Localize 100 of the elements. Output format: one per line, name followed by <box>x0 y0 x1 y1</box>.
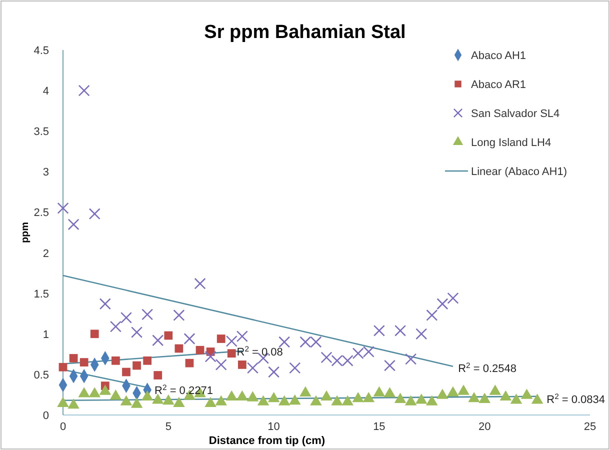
point <box>162 394 174 405</box>
point <box>373 324 385 336</box>
point <box>300 386 312 396</box>
point <box>236 330 248 342</box>
legend-label: Abaco AR1 <box>471 79 526 91</box>
y-tick-label: 0 <box>42 410 49 422</box>
x-axis-title: Distance from tip (cm) <box>208 435 326 447</box>
point <box>310 395 322 406</box>
point <box>110 320 122 332</box>
point <box>478 392 490 403</box>
y-tick-label: 1 <box>42 328 49 341</box>
point <box>226 335 238 347</box>
point <box>278 336 290 348</box>
point <box>362 392 375 402</box>
point <box>394 324 406 336</box>
point <box>215 395 227 406</box>
y-tick-label: 0.5 <box>34 369 49 382</box>
x-tick-label: 20 <box>478 421 491 433</box>
point <box>141 390 154 401</box>
annotation: R$^{2}$ = 0.2548 <box>458 360 517 375</box>
point <box>204 350 216 362</box>
point <box>426 395 438 406</box>
annotation: R$^{2}$ = 0.0834 <box>546 391 606 406</box>
point <box>405 353 417 365</box>
point <box>373 386 386 396</box>
point <box>268 392 280 402</box>
point <box>57 396 69 408</box>
point <box>342 395 354 406</box>
point <box>143 356 152 365</box>
point <box>215 358 227 370</box>
point <box>415 394 428 404</box>
point <box>436 388 448 399</box>
x-tick-label: 25 <box>584 421 596 433</box>
point <box>531 394 544 404</box>
point <box>112 356 120 365</box>
point <box>152 334 164 346</box>
legend-label: Long Island LH4 <box>471 137 552 149</box>
point <box>458 384 470 395</box>
point <box>352 392 364 402</box>
x-tick-label: 5 <box>165 421 172 433</box>
point <box>288 394 301 405</box>
point <box>227 349 236 358</box>
x-tick-label: 15 <box>373 421 386 433</box>
point <box>216 334 226 343</box>
y-tick-label: 4.5 <box>34 45 49 57</box>
point <box>154 371 162 380</box>
point <box>394 392 406 403</box>
point <box>120 395 132 406</box>
point <box>99 384 112 395</box>
point <box>416 328 428 340</box>
point <box>184 332 196 345</box>
point <box>80 358 88 366</box>
y-tick-label: 1.5 <box>34 288 49 300</box>
point <box>268 366 280 378</box>
point <box>384 387 396 398</box>
point <box>69 354 78 362</box>
point <box>152 394 164 404</box>
point <box>226 390 238 401</box>
legend-label: San Salvador SL4 <box>471 108 560 120</box>
point <box>120 312 132 324</box>
point <box>246 362 258 374</box>
point <box>436 298 448 310</box>
point <box>130 398 143 408</box>
point <box>489 384 502 395</box>
legend-label: Linear (Abaco AH1) <box>471 166 567 178</box>
point <box>320 390 332 401</box>
point <box>236 390 248 401</box>
x-tick-label: 10 <box>268 421 280 433</box>
point <box>99 298 111 310</box>
point <box>404 395 417 406</box>
point <box>196 346 204 354</box>
point <box>331 395 343 406</box>
point <box>246 391 259 402</box>
x-tick-label: 0 <box>60 421 66 433</box>
point <box>88 387 101 398</box>
legend-label: Abaco AH1 <box>471 50 526 62</box>
point <box>468 392 480 402</box>
y-axis-title: ppm <box>20 222 31 244</box>
point <box>447 386 459 396</box>
y-tick-label: 2.5 <box>34 207 49 220</box>
point <box>173 309 185 321</box>
point <box>131 326 143 338</box>
y-tick-label: 3.5 <box>34 126 49 138</box>
point <box>142 308 154 320</box>
point <box>174 344 184 353</box>
point <box>520 388 533 399</box>
point <box>185 358 194 368</box>
point <box>447 292 459 304</box>
point <box>110 390 122 400</box>
point <box>278 395 290 406</box>
point <box>500 390 512 401</box>
point <box>204 396 216 408</box>
point <box>257 395 270 406</box>
point <box>164 331 173 340</box>
point <box>510 394 522 404</box>
point <box>58 362 68 372</box>
y-tick-label: 2 <box>42 248 49 260</box>
point <box>238 360 246 369</box>
point <box>289 362 301 374</box>
y-tick-label: 3 <box>42 166 49 179</box>
